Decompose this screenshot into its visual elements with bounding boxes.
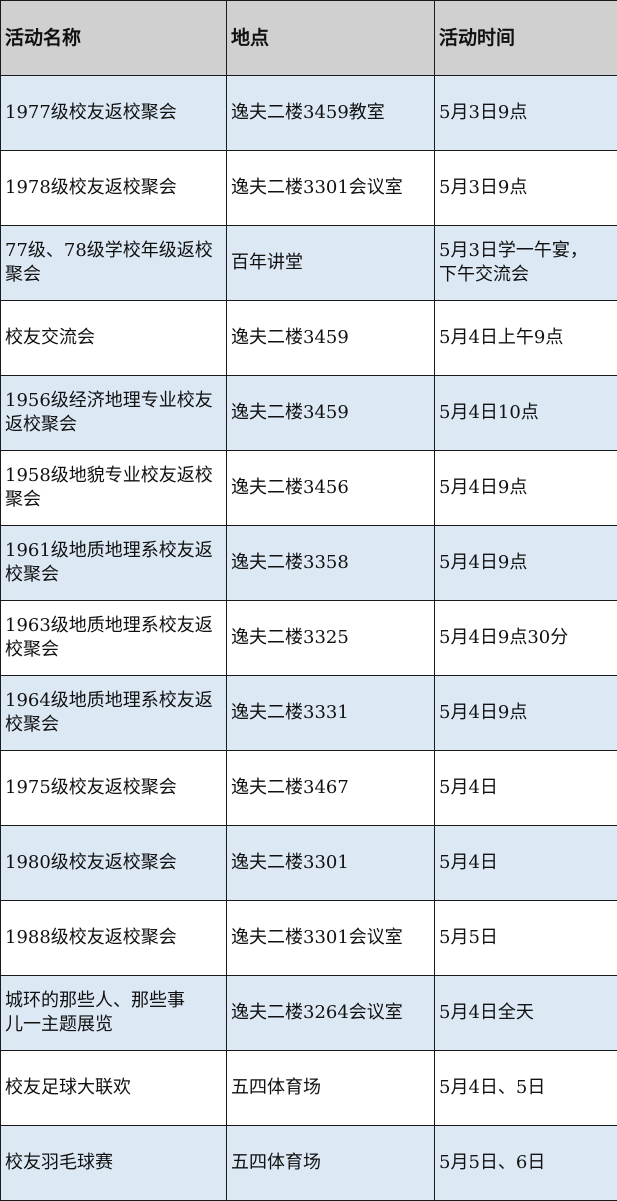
location-cell: 逸夫二楼3459教室 [226,75,435,151]
table-row: 1961级地质地理系校友返 校聚会 逸夫二楼3358 5月4日9点 [0,525,617,601]
activity-time-cell: 5月3日9点 [434,75,617,151]
activity-name-cell: 校友羽毛球赛 [0,1125,227,1201]
activity-time-cell: 5月4日 [434,750,617,826]
table-row: 1963级地质地理系校友返 校聚会 逸夫二楼3325 5月4日9点30分 [0,600,617,676]
header-activity-time: 活动时间 [434,0,617,76]
table-row: 城环的那些人、那些事 儿一主题展览 逸夫二楼3264会议室 5月4日全天 [0,975,617,1051]
activity-name-cell: 1977级校友返校聚会 [0,75,227,151]
activity-name-cell: 校友足球大联欢 [0,1050,227,1126]
activity-name-cell: 1958级地貌专业校友返校 聚会 [0,450,227,526]
activity-name-cell: 1961级地质地理系校友返 校聚会 [0,525,227,601]
header-activity-name: 活动名称 [0,0,227,76]
activity-time-cell: 5月5日 [434,900,617,976]
activity-name-cell: 1988级校友返校聚会 [0,900,227,976]
activity-time-cell: 5月4日9点 [434,525,617,601]
activity-name-cell: 1980级校友返校聚会 [0,825,227,901]
activity-name-cell: 城环的那些人、那些事 儿一主题展览 [0,975,227,1051]
location-cell: 逸夫二楼3459 [226,375,435,451]
activity-name-cell: 77级、78级学校年级返校 聚会 [0,225,227,301]
table-row: 1958级地貌专业校友返校 聚会 逸夫二楼3456 5月4日9点 [0,450,617,526]
activity-time-cell: 5月3日学一午宴， 下午交流会 [434,225,617,301]
table-row: 1980级校友返校聚会 逸夫二楼3301 5月4日 [0,825,617,901]
table-row: 1964级地质地理系校友返 校聚会 逸夫二楼3331 5月4日9点 [0,675,617,751]
location-cell: 逸夫二楼3459 [226,300,435,376]
activity-time-cell: 5月4日9点 [434,675,617,751]
activity-time-cell: 5月4日 [434,825,617,901]
activity-name-cell: 1978级校友返校聚会 [0,150,227,226]
table-row: 校友羽毛球赛 五四体育场 5月5日、6日 [0,1125,617,1201]
location-cell: 逸夫二楼3358 [226,525,435,601]
activity-name-cell: 1956级经济地理专业校友 返校聚会 [0,375,227,451]
activity-name-cell: 校友交流会 [0,300,227,376]
location-cell: 逸夫二楼3264会议室 [226,975,435,1051]
activity-time-cell: 5月3日9点 [434,150,617,226]
activity-time-cell: 5月4日上午9点 [434,300,617,376]
table-row: 1977级校友返校聚会 逸夫二楼3459教室 5月3日9点 [0,75,617,151]
activity-time-cell: 5月4日全天 [434,975,617,1051]
activity-name-cell: 1975级校友返校聚会 [0,750,227,826]
location-cell: 逸夫二楼3467 [226,750,435,826]
activity-time-cell: 5月4日、5日 [434,1050,617,1126]
table-row: 77级、78级学校年级返校 聚会 百年讲堂 5月3日学一午宴， 下午交流会 [0,225,617,301]
activity-time-cell: 5月4日9点 [434,450,617,526]
location-cell: 百年讲堂 [226,225,435,301]
table-row: 校友足球大联欢 五四体育场 5月4日、5日 [0,1050,617,1126]
activity-name-cell: 1963级地质地理系校友返 校聚会 [0,600,227,676]
activity-name-cell: 1964级地质地理系校友返 校聚会 [0,675,227,751]
location-cell: 逸夫二楼3301会议室 [226,150,435,226]
location-cell: 五四体育场 [226,1050,435,1126]
activity-time-cell: 5月5日、6日 [434,1125,617,1201]
table-header-row: 活动名称 地点 活动时间 [0,0,617,76]
table-row: 校友交流会 逸夫二楼3459 5月4日上午9点 [0,300,617,376]
activity-time-cell: 5月4日10点 [434,375,617,451]
table-row: 1956级经济地理专业校友 返校聚会 逸夫二楼3459 5月4日10点 [0,375,617,451]
location-cell: 五四体育场 [226,1125,435,1201]
location-cell: 逸夫二楼3456 [226,450,435,526]
table-row: 1975级校友返校聚会 逸夫二楼3467 5月4日 [0,750,617,826]
header-location: 地点 [226,0,435,76]
location-cell: 逸夫二楼3331 [226,675,435,751]
location-cell: 逸夫二楼3301会议室 [226,900,435,976]
table-row: 1978级校友返校聚会 逸夫二楼3301会议室 5月3日9点 [0,150,617,226]
table-row: 1988级校友返校聚会 逸夫二楼3301会议室 5月5日 [0,900,617,976]
location-cell: 逸夫二楼3301 [226,825,435,901]
location-cell: 逸夫二楼3325 [226,600,435,676]
activity-time-cell: 5月4日9点30分 [434,600,617,676]
